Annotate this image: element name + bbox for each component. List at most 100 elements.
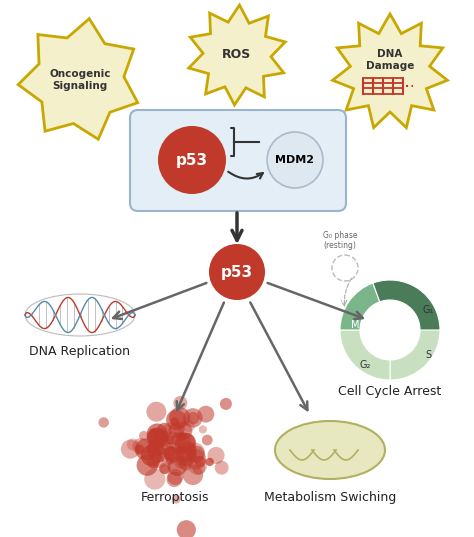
Circle shape: [154, 438, 162, 447]
Circle shape: [167, 469, 183, 485]
Circle shape: [163, 442, 183, 463]
Circle shape: [171, 417, 179, 426]
Circle shape: [151, 452, 168, 468]
Circle shape: [186, 449, 206, 469]
Circle shape: [220, 398, 232, 410]
Circle shape: [267, 132, 323, 188]
Circle shape: [177, 447, 185, 455]
Circle shape: [141, 445, 162, 466]
Circle shape: [166, 456, 174, 465]
Circle shape: [132, 438, 149, 455]
Circle shape: [127, 438, 139, 451]
Circle shape: [177, 425, 185, 433]
Circle shape: [209, 244, 265, 300]
Circle shape: [192, 462, 205, 475]
Circle shape: [176, 446, 196, 466]
Circle shape: [177, 520, 196, 537]
Circle shape: [170, 433, 191, 454]
Circle shape: [183, 408, 202, 427]
Circle shape: [166, 410, 186, 430]
Circle shape: [164, 446, 177, 460]
Circle shape: [173, 396, 187, 410]
Circle shape: [187, 412, 199, 424]
Circle shape: [165, 436, 174, 444]
Circle shape: [174, 456, 187, 469]
Polygon shape: [18, 19, 138, 139]
Circle shape: [166, 472, 182, 487]
Circle shape: [171, 432, 183, 445]
Circle shape: [167, 456, 187, 476]
Circle shape: [177, 433, 195, 451]
Text: Oncogenic
Signaling: Oncogenic Signaling: [49, 69, 111, 91]
Text: DNA
Damage: DNA Damage: [366, 49, 414, 71]
Circle shape: [160, 464, 170, 474]
Circle shape: [206, 458, 214, 466]
Circle shape: [139, 431, 149, 440]
Text: Ferroptosis: Ferroptosis: [141, 490, 209, 504]
Polygon shape: [189, 5, 285, 105]
Circle shape: [194, 456, 206, 467]
Wedge shape: [373, 280, 440, 330]
Circle shape: [188, 456, 207, 475]
Circle shape: [146, 402, 166, 422]
Text: Metabolism Swiching: Metabolism Swiching: [264, 490, 396, 504]
Circle shape: [154, 432, 165, 444]
Text: G₁: G₁: [422, 305, 434, 315]
Circle shape: [157, 423, 173, 439]
Circle shape: [208, 447, 225, 464]
Circle shape: [172, 495, 181, 504]
Circle shape: [147, 427, 168, 448]
Circle shape: [158, 435, 171, 447]
Circle shape: [155, 439, 171, 456]
Circle shape: [146, 446, 159, 458]
Circle shape: [185, 442, 205, 462]
Circle shape: [198, 406, 214, 423]
Circle shape: [147, 440, 164, 456]
Circle shape: [164, 423, 175, 434]
FancyBboxPatch shape: [130, 110, 346, 211]
Circle shape: [150, 432, 166, 448]
Circle shape: [174, 433, 196, 454]
Circle shape: [146, 428, 166, 448]
Circle shape: [159, 452, 170, 462]
Text: p53: p53: [221, 265, 253, 279]
Circle shape: [188, 446, 205, 463]
Circle shape: [147, 424, 168, 445]
Circle shape: [202, 434, 213, 445]
Text: G₂: G₂: [359, 360, 371, 370]
Circle shape: [121, 440, 140, 459]
Circle shape: [164, 446, 179, 461]
Circle shape: [158, 126, 226, 194]
Ellipse shape: [275, 421, 385, 479]
Circle shape: [179, 457, 193, 471]
Circle shape: [156, 454, 164, 462]
Circle shape: [168, 423, 184, 438]
Circle shape: [166, 432, 179, 445]
Circle shape: [173, 422, 192, 440]
Circle shape: [176, 441, 197, 462]
Text: DNA Replication: DNA Replication: [29, 345, 130, 359]
Text: Cell Cycle Arrest: Cell Cycle Arrest: [338, 386, 442, 398]
Circle shape: [199, 425, 207, 433]
Text: p53: p53: [176, 153, 208, 168]
Wedge shape: [390, 280, 440, 380]
Circle shape: [182, 465, 203, 485]
Polygon shape: [333, 14, 447, 128]
Circle shape: [183, 420, 195, 432]
Circle shape: [159, 462, 171, 474]
Text: M: M: [351, 320, 359, 330]
Circle shape: [99, 417, 109, 427]
Circle shape: [153, 430, 171, 447]
Text: G₀ phase
(resting): G₀ phase (resting): [323, 230, 357, 250]
Circle shape: [155, 445, 165, 455]
Text: MDM2: MDM2: [275, 155, 315, 165]
Circle shape: [135, 445, 144, 454]
Wedge shape: [340, 330, 390, 380]
Circle shape: [169, 407, 190, 428]
Circle shape: [147, 456, 160, 469]
Circle shape: [166, 447, 176, 456]
Circle shape: [178, 432, 187, 441]
Circle shape: [137, 454, 158, 476]
Circle shape: [135, 439, 156, 460]
Text: S: S: [425, 350, 431, 360]
